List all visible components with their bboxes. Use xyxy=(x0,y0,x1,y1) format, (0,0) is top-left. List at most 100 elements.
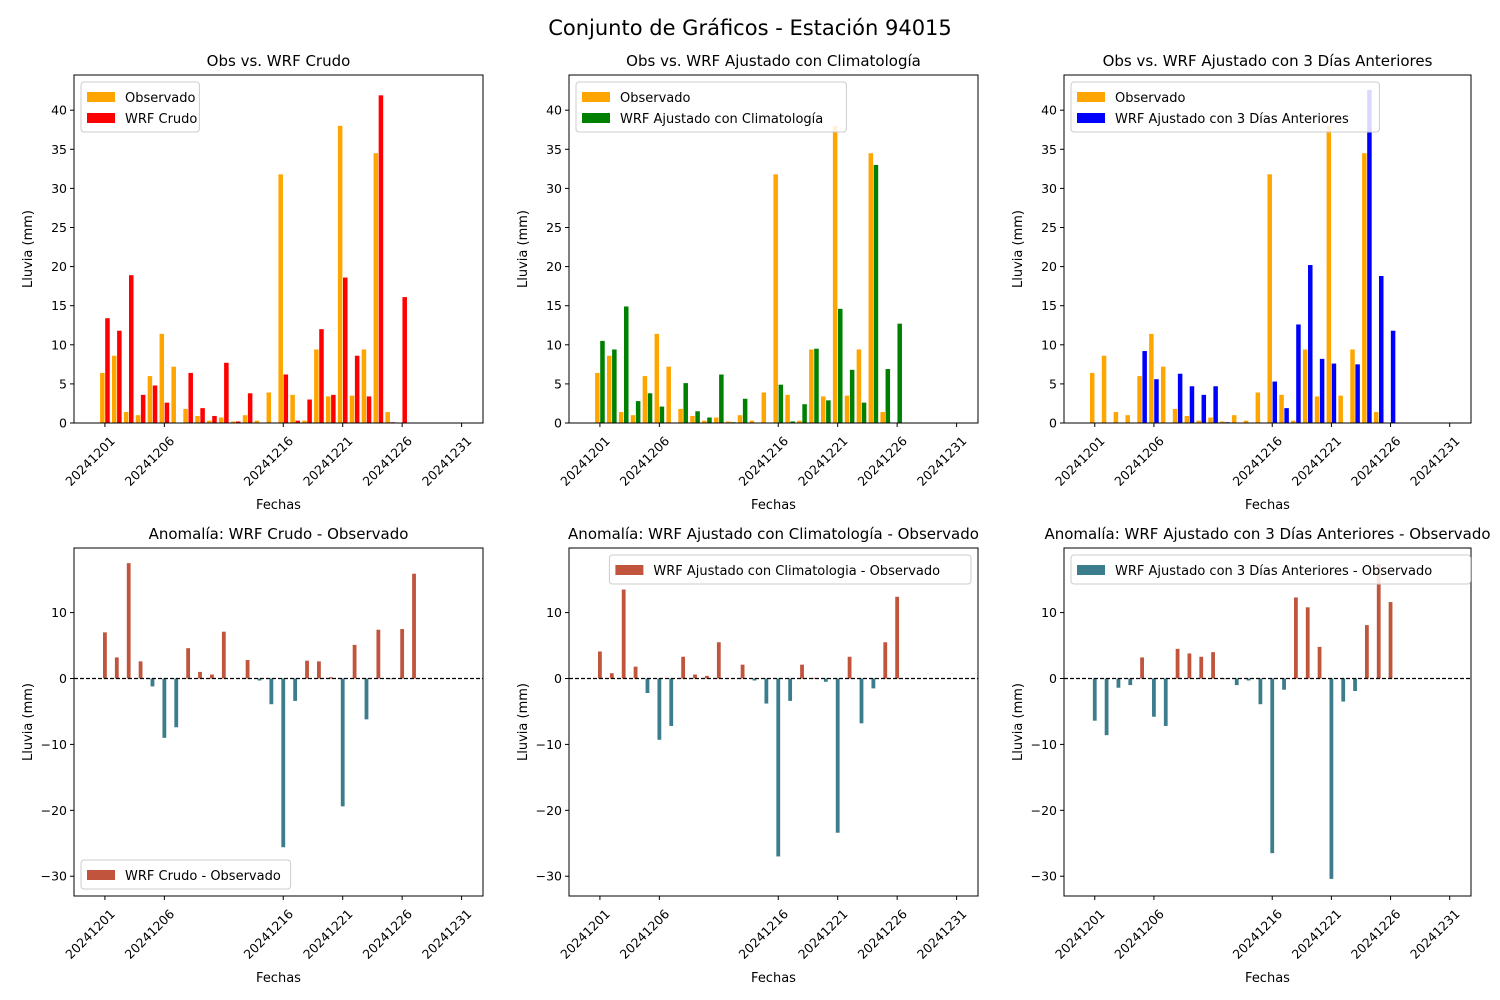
y-axis-label: Lluvia (mm) xyxy=(21,210,36,288)
bar-observado xyxy=(773,174,778,423)
bar-wrf xyxy=(1272,381,1278,423)
bar-observado xyxy=(618,412,624,423)
anomaly-bar xyxy=(317,661,321,679)
y-tick-label: 0 xyxy=(59,416,67,431)
y-tick-label: 40 xyxy=(546,103,562,118)
y-tick-label: 20 xyxy=(51,259,67,274)
anomaly-bar xyxy=(1187,653,1192,679)
bar-observado xyxy=(1125,415,1130,423)
y-tick-label: 0 xyxy=(554,671,562,686)
bar-observado xyxy=(1362,153,1367,423)
bar-wrf xyxy=(402,297,407,423)
x-tick-label: 20241221 xyxy=(795,433,851,489)
x-tick-label: 20241221 xyxy=(1289,433,1345,489)
y-tick-label: 35 xyxy=(1041,142,1057,157)
y-axis-label: Lluvia (mm) xyxy=(516,210,531,288)
legend-box xyxy=(1070,554,1472,585)
anomaly-bar xyxy=(1305,607,1310,679)
y-tick-label: 10 xyxy=(51,605,67,620)
bar-observado xyxy=(135,415,141,423)
y-tick-label: 20 xyxy=(546,259,562,274)
anomaly-bar xyxy=(352,644,357,679)
anomaly-bar xyxy=(705,675,709,679)
x-tick-label: 20241216 xyxy=(241,906,297,962)
x-tick-label: 20241231 xyxy=(419,433,475,489)
x-tick-label: 20241201 xyxy=(62,433,118,489)
legend-swatch xyxy=(615,565,644,575)
anomaly-bar xyxy=(186,648,191,679)
y-tick-label: 25 xyxy=(1041,220,1057,235)
legend-label: WRF Ajustado con Climatología xyxy=(620,112,823,127)
bar-observado xyxy=(1149,333,1154,423)
bar-wrf xyxy=(140,394,146,423)
bar-observado xyxy=(1291,420,1296,423)
bar-wrf xyxy=(1296,324,1301,423)
anomaly-bar xyxy=(1294,597,1298,679)
anomaly-bar xyxy=(340,678,345,807)
x-tick-label: 20241226 xyxy=(1348,433,1404,489)
legend-label: WRF Ajustado con 3 Días Anteriores xyxy=(1115,112,1349,127)
x-tick-label: 20241221 xyxy=(795,906,851,962)
x-axis-label: Fechas xyxy=(751,971,796,986)
anomaly-bar xyxy=(1092,678,1097,721)
legend: WRF Ajustado con 3 Días Anteriores - Obs… xyxy=(1070,554,1472,585)
bar-wrf xyxy=(647,393,653,423)
bar-observado xyxy=(856,349,862,423)
bar-observado xyxy=(1279,394,1284,423)
bar-wrf xyxy=(164,402,170,423)
bar-observado xyxy=(690,415,695,423)
x-tick-label: 20241206 xyxy=(122,906,178,962)
x-tick-label: 20241201 xyxy=(1052,906,1108,962)
legend: WRF Crudo - Observado xyxy=(80,859,292,890)
bar-wrf xyxy=(307,399,312,423)
anomaly-bar xyxy=(871,678,876,689)
legend-label: Observado xyxy=(620,91,691,106)
y-tick-label: 30 xyxy=(546,181,562,196)
bar-wrf xyxy=(873,164,879,423)
bar-observado xyxy=(278,174,283,423)
anomaly-bar xyxy=(812,677,816,679)
bar-wrf xyxy=(742,398,748,423)
anomaly-bar xyxy=(895,596,900,679)
legend-label: Observado xyxy=(125,91,196,106)
x-tick-label: 20241231 xyxy=(1407,433,1463,489)
x-axis-label: Fechas xyxy=(1245,971,1290,986)
y-tick-label: −20 xyxy=(1031,803,1057,818)
bar-wrf xyxy=(105,318,110,423)
y-tick-label: 10 xyxy=(51,337,67,352)
legend: Observado WRF Crudo xyxy=(80,81,200,133)
bar-observado xyxy=(1089,372,1095,423)
legend: Observado WRF Ajustado con Climatología xyxy=(575,81,847,133)
anomaly-bar xyxy=(328,677,333,679)
anomaly-bar xyxy=(693,674,697,679)
anomaly-bar xyxy=(221,631,226,679)
anomaly-bar xyxy=(1163,678,1168,726)
bar-observado xyxy=(230,421,236,423)
legend-label: Observado xyxy=(1115,91,1186,106)
x-tick-label: 20241201 xyxy=(1052,433,1108,489)
legend-box xyxy=(575,81,847,133)
anomaly-bar xyxy=(1329,678,1334,879)
bar-wrf xyxy=(343,277,348,423)
anomaly-bar xyxy=(1211,652,1215,679)
bar-wrf xyxy=(1379,275,1384,423)
x-tick-label: 20241216 xyxy=(1230,433,1286,489)
anomaly-bar xyxy=(1199,656,1204,679)
x-tick-label: 20241201 xyxy=(557,433,613,489)
anomaly-bar xyxy=(633,666,638,679)
y-tick-label: 10 xyxy=(1041,337,1057,352)
y-tick-label: 0 xyxy=(1049,671,1057,686)
anomaly-bar xyxy=(138,661,143,679)
anomaly-bar xyxy=(1246,678,1251,681)
bar-wrf xyxy=(1355,364,1360,423)
bar-observado xyxy=(147,376,153,423)
plot-frame xyxy=(1063,74,1472,424)
legend-swatch xyxy=(1077,113,1105,123)
plot-frame xyxy=(568,547,979,897)
subplot-title: Anomalía: WRF Ajustado con Climatología … xyxy=(568,525,979,543)
anomaly-bar xyxy=(1116,678,1121,688)
bar-wrf xyxy=(224,362,229,423)
anomaly-bar xyxy=(859,678,864,724)
anomaly-bar xyxy=(847,656,852,679)
